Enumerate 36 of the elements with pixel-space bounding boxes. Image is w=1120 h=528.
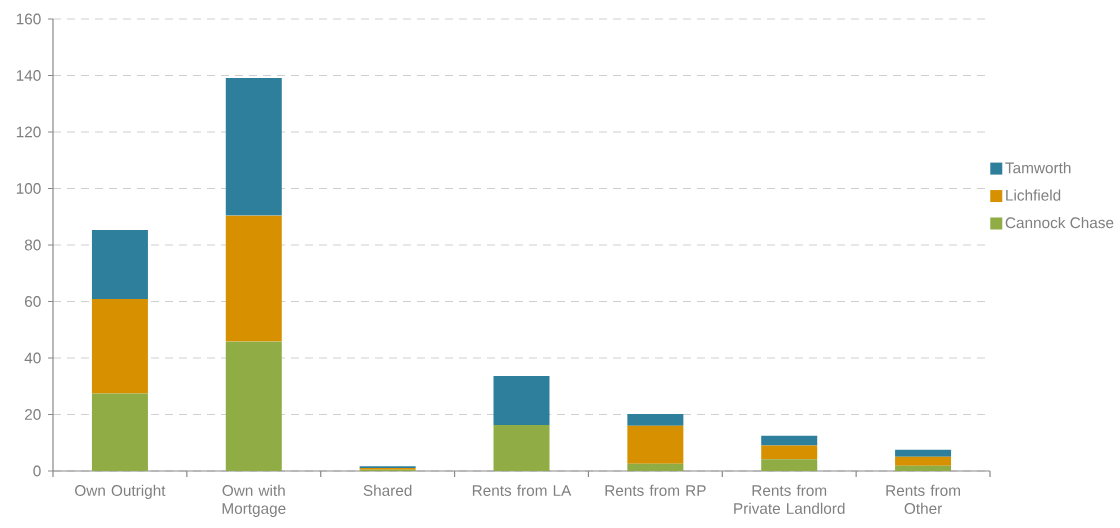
y-tick-label: 160 <box>16 13 41 25</box>
bar <box>91 393 148 471</box>
y-tick-label: 40 <box>24 352 41 364</box>
bar <box>895 456 952 466</box>
bar <box>761 445 818 460</box>
bar <box>91 298 148 394</box>
y-tick-label: 60 <box>25 296 41 307</box>
bar <box>225 341 282 471</box>
bar <box>627 413 684 426</box>
y-tick-label: 100 <box>16 183 41 194</box>
bar <box>761 459 818 471</box>
bar <box>493 424 550 471</box>
y-tick-label: 0 <box>33 465 41 477</box>
bar <box>225 215 282 342</box>
bar <box>225 78 282 216</box>
x-tick-label: Rents from RP <box>605 484 706 496</box>
bar <box>895 465 952 471</box>
x-tick-label: Rents from Other <box>886 484 960 514</box>
y-tick-label: 20 <box>25 409 41 420</box>
y-tick-label: 120 <box>16 126 41 138</box>
x-tick-label: Rents from LA <box>472 484 572 496</box>
x-tick-label: Rents from Private Landlord <box>734 484 845 514</box>
x-tick-label: Own with Mortgage <box>222 484 286 517</box>
bar <box>627 463 684 471</box>
legend-label: Cannock Chase <box>1005 216 1114 229</box>
bar <box>91 230 148 299</box>
y-tick-label: 140 <box>16 70 41 81</box>
x-tick-label: Shared <box>363 484 412 496</box>
bar <box>627 425 684 464</box>
bar <box>493 376 550 425</box>
bar <box>895 449 952 457</box>
legend-label: Lichfield <box>1006 189 1061 201</box>
bar <box>761 435 818 446</box>
x-tick-label: Own Outright <box>75 484 166 499</box>
y-tick-label: 80 <box>24 239 41 251</box>
legend-label: Tamworth <box>1005 162 1071 174</box>
